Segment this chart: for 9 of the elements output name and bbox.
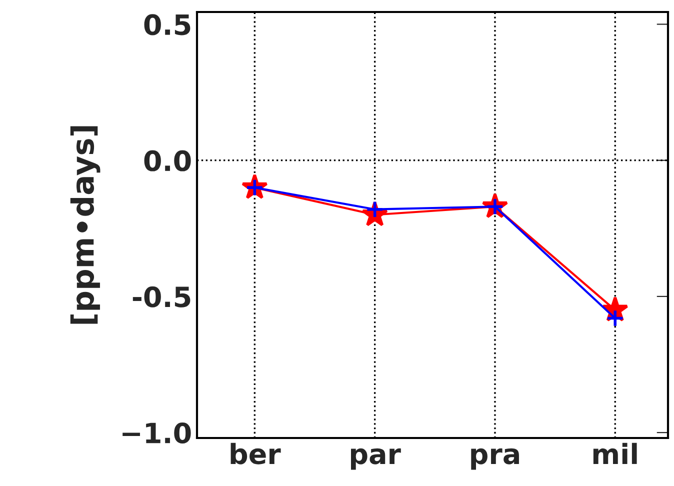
- y-tick-label: 0.5: [144, 14, 190, 36]
- y-tick-label: 0.0: [144, 150, 191, 172]
- x-tick-label: ber: [230, 442, 281, 464]
- y-tick-label: −1.0: [122, 422, 191, 444]
- y-tick-label: -0.5: [132, 286, 190, 308]
- x-tick-label: par: [351, 448, 401, 470]
- x-tick-label: pra: [471, 448, 519, 470]
- x-tick-label: mil: [593, 442, 637, 464]
- y-axis-title: [ppm•days]: [70, 126, 100, 324]
